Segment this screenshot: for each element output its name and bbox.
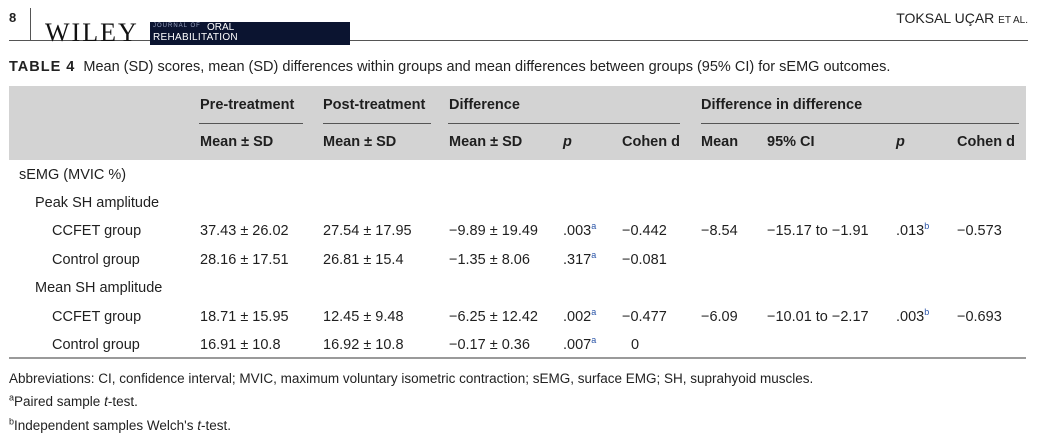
journal-logo-rehabilitation: REHABILITATION [153,32,238,43]
subheader-diff-p: p [563,134,572,150]
cell-p: .317a [563,250,597,268]
cell-diff: −0.17 ± 0.36 [449,337,530,353]
subheader-did-mean: Mean [701,134,739,150]
p-value: .007 [563,337,592,353]
cell-did-mean: −8.54 [701,223,738,239]
block-label-mean: Mean SH amplitude [35,280,163,296]
cell-did-ci: −10.01 to −2.17 [767,309,869,325]
table-caption: TABLE 4 Mean (SD) scores, mean (SD) diffe… [9,59,890,75]
subheader-did-p: p [896,134,905,150]
footnote-b: bIndependent samples Welch's t-test. [9,416,231,433]
cell-did-p: .013b [896,221,930,239]
header-difference-in-difference: Difference in difference [701,97,863,113]
footnote-ref: b [924,307,930,318]
cell-did-p: .003b [896,307,930,325]
cell-p: .007a [563,335,597,353]
subheader-diff-mean-sd: Mean ± SD [449,134,523,150]
footnote-b-suffix: -test. [200,418,231,433]
header-post-treatment: Post-treatment [323,97,426,113]
cell-cohen-d: 0 [631,337,640,353]
cell-pre: 16.91 ± 10.8 [200,337,281,353]
table-bottom-rule [9,357,1026,359]
cell-p: .002a [563,307,597,325]
page-number: 8 [9,10,17,25]
footnote-a-text: Paired sample [14,394,105,409]
cell-cohen-d: −0.477 [622,309,667,325]
cell-post: 16.92 ± 10.8 [323,337,404,353]
cell-did-mean: −6.09 [701,309,738,325]
post-header-underline [323,123,431,124]
row-group-label: Control group [52,252,140,268]
cell-cohen-d: −0.442 [622,223,667,239]
pre-header-underline [199,123,303,124]
footnote-ref: a [591,250,597,261]
running-authors: TOKSAL UÇAR ET AL. [896,10,1028,26]
diff-header-underline [448,123,680,124]
footnote-ref: a [591,335,597,346]
subheader-post-mean-sd: Mean ± SD [323,134,397,150]
cell-pre: 18.71 ± 15.95 [200,309,289,325]
p-value: .317 [563,252,592,268]
did-p-value: .003 [896,309,925,325]
cell-did-ci: −15.17 to −1.91 [767,223,869,239]
table-title: Mean (SD) scores, mean (SD) differences … [83,59,891,75]
cell-post: 26.81 ± 15.4 [323,252,404,268]
subheader-did-ci: 95% CI [767,134,815,150]
cell-post: 27.54 ± 17.95 [323,223,412,239]
footnote-ref: a [591,221,597,232]
footnote-a-t: t [104,394,108,409]
cell-p: .003a [563,221,597,239]
header-divider-tick [30,8,31,41]
publisher-logo: WILEY [45,18,139,47]
cell-post: 12.45 ± 9.48 [323,309,404,325]
header-pre-treatment: Pre-treatment [200,97,295,113]
cell-did-cohen-d: −0.573 [957,223,1002,239]
footnote-abbreviations: Abbreviations: CI, confidence interval; … [9,371,814,386]
journal-logo: JOURNAL OF ORAL REHABILITATION [150,22,350,45]
footnote-ref: a [591,307,597,318]
header-rule [9,40,1028,41]
journal-logo-oral: ORAL [207,22,235,33]
cell-diff: −6.25 ± 12.42 [449,309,538,325]
footnote-a: aPaired sample t-test. [9,392,138,409]
footnote-ref: b [924,221,930,232]
p-value: .003 [563,223,592,239]
authors-main: TOKSAL UÇAR [896,10,999,26]
row-group-label: CCFET group [52,223,142,239]
footnote-b-t: t [197,418,201,433]
footnote-b-mark: b [9,416,15,427]
row-group-label: Control group [52,337,140,353]
block-label-peak: Peak SH amplitude [35,195,160,211]
authors-et-al: ET AL. [998,15,1028,26]
footnote-a-suffix: -test. [107,394,138,409]
subheader-pre-mean-sd: Mean ± SD [200,134,274,150]
did-p-value: .013 [896,223,925,239]
cell-pre: 37.43 ± 26.02 [200,223,289,239]
section-label: sEMG (MVIC %) [19,167,127,183]
subheader-diff-cohen-d: Cohen d [622,134,680,150]
footnote-a-mark: a [9,392,15,403]
cell-diff: −1.35 ± 8.06 [449,252,530,268]
footnote-b-text: Independent samples Welch's [14,418,198,433]
cell-diff: −9.89 ± 19.49 [449,223,538,239]
subheader-did-cohen-d: Cohen d [957,134,1015,150]
p-value: .002 [563,309,592,325]
cell-did-cohen-d: −0.693 [957,309,1002,325]
journal-logo-small-text: JOURNAL OF [153,23,201,29]
header-difference: Difference [449,97,520,113]
page-header: 8 WILEY JOURNAL OF ORAL REHABILITATION T… [0,0,1040,50]
cell-cohen-d: −0.081 [622,252,667,268]
cell-pre: 28.16 ± 17.51 [200,252,289,268]
row-group-label: CCFET group [52,309,142,325]
table-label: TABLE 4 [9,59,76,75]
did-header-underline [701,123,1019,124]
